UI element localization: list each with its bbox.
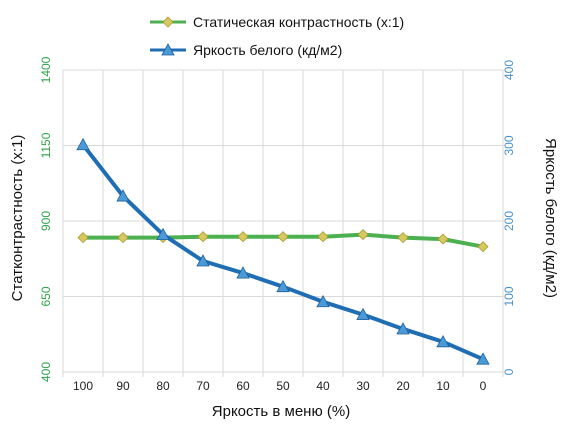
data-point bbox=[117, 232, 129, 244]
data-point bbox=[477, 241, 489, 253]
legend-label-brightness: Яркость белого (кд/м2) bbox=[193, 42, 342, 58]
data-point bbox=[197, 231, 209, 243]
left-tick-label: 400 bbox=[39, 362, 53, 382]
data-point bbox=[357, 229, 369, 241]
legend-label-contrast: Статическая контрастность (x:1) bbox=[193, 14, 404, 30]
data-point bbox=[77, 232, 89, 244]
series-1 bbox=[76, 137, 490, 365]
right-axis-title: Яркость белого (кд/м2) bbox=[542, 138, 559, 298]
data-point bbox=[396, 322, 410, 335]
x-tick-label: 60 bbox=[236, 379, 250, 393]
right-axis-ticks: 0 100 200 300 400 bbox=[502, 60, 516, 376]
legend-item-brightness: Яркость белого (кд/м2) bbox=[150, 42, 342, 58]
left-tick-label: 650 bbox=[39, 286, 53, 306]
x-axis-ticks: 100 90 80 70 60 50 40 30 20 10 0 bbox=[73, 379, 487, 393]
data-point bbox=[277, 231, 289, 243]
x-tick-label: 80 bbox=[156, 379, 170, 393]
data-point bbox=[316, 294, 330, 308]
x-tick-label: 40 bbox=[316, 379, 330, 393]
x-tick-label: 20 bbox=[396, 379, 410, 393]
left-tick-label: 900 bbox=[39, 211, 53, 231]
x-tick-label: 30 bbox=[356, 379, 370, 393]
legend: Статическая контрастность (x:1) Яркость … bbox=[150, 14, 404, 58]
data-point bbox=[196, 254, 210, 267]
data-point bbox=[236, 266, 250, 279]
x-tick-label: 0 bbox=[480, 379, 487, 393]
legend-marker-contrast bbox=[162, 16, 174, 28]
data-point bbox=[437, 233, 449, 245]
data-point bbox=[476, 352, 490, 365]
data-point bbox=[397, 232, 409, 244]
x-axis-title: Яркость в меню (%) bbox=[212, 403, 350, 420]
left-axis-title: Статконтрастность (x:1) bbox=[9, 135, 26, 302]
x-tick-label: 50 bbox=[276, 379, 290, 393]
grid bbox=[62, 69, 504, 377]
legend-item-contrast: Статическая контрастность (x:1) bbox=[150, 14, 404, 30]
legend-marker-brightness bbox=[161, 43, 175, 56]
series-layer bbox=[76, 137, 490, 365]
data-point bbox=[276, 279, 290, 293]
data-point bbox=[76, 137, 90, 151]
right-tick-label: 100 bbox=[502, 286, 516, 306]
data-point bbox=[237, 231, 249, 243]
data-point bbox=[156, 227, 170, 240]
left-tick-label: 1150 bbox=[39, 132, 53, 158]
x-tick-label: 10 bbox=[436, 379, 450, 393]
data-point bbox=[116, 189, 130, 202]
right-tick-label: 400 bbox=[502, 60, 516, 80]
data-point bbox=[436, 334, 450, 348]
data-point bbox=[356, 307, 370, 321]
series-0 bbox=[77, 229, 489, 253]
right-tick-label: 300 bbox=[502, 135, 516, 155]
x-tick-label: 70 bbox=[196, 379, 210, 393]
right-tick-label: 0 bbox=[502, 368, 516, 375]
left-tick-label: 1400 bbox=[39, 56, 53, 83]
x-tick-label: 90 bbox=[116, 379, 130, 393]
left-axis-ticks: 400 650 900 1150 1400 bbox=[39, 56, 53, 382]
x-tick-label: 100 bbox=[73, 379, 93, 393]
right-tick-label: 200 bbox=[502, 211, 516, 231]
data-point bbox=[317, 231, 329, 243]
